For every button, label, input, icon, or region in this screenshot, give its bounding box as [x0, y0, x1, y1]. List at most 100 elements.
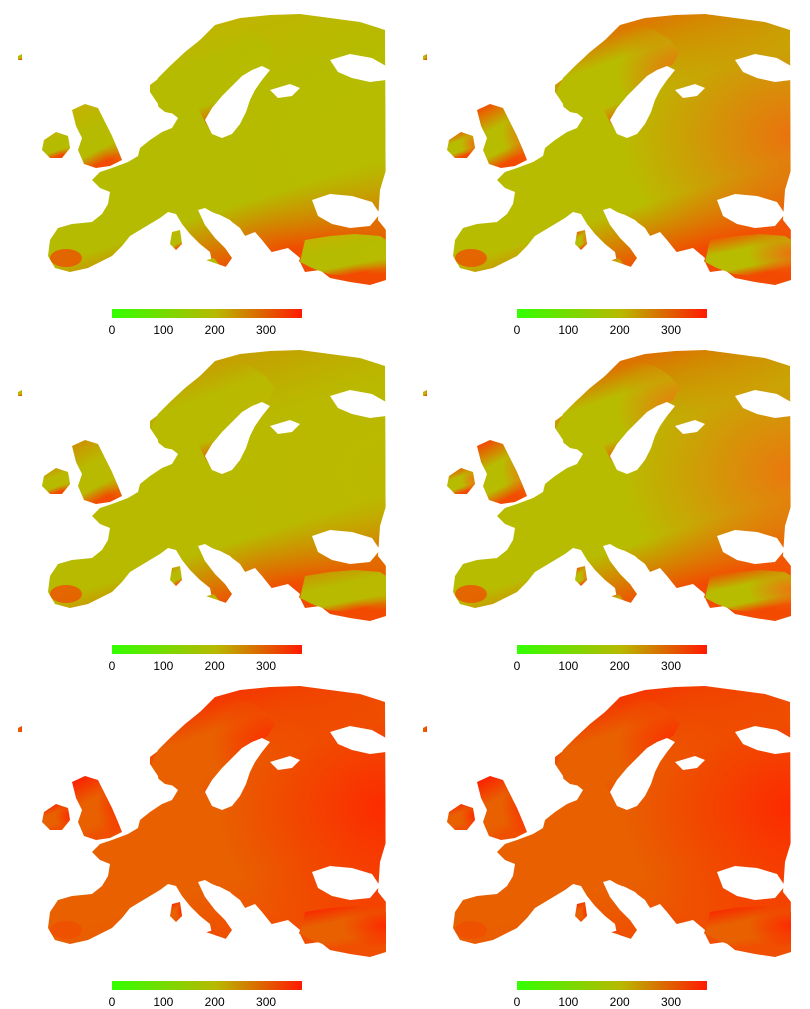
sea-baltic [610, 402, 675, 474]
iberia-hotspot [455, 249, 487, 267]
land-sardinia-east-shade [575, 566, 587, 586]
land-turkey-east-shade [705, 570, 791, 614]
land-iceland-east-shade [423, 54, 427, 60]
colorbar-tick-label: 200 [204, 659, 225, 673]
land-scandinavia-east-shade [150, 698, 275, 804]
sea-blacksea [717, 866, 785, 900]
land-main-east-shade [48, 686, 386, 957]
iberia-hotspot [50, 921, 82, 939]
land-scandinavia-east-shade [150, 362, 275, 468]
sea-baltic [205, 738, 270, 810]
colorbar-tick-label: 300 [661, 995, 682, 1009]
sea-caspian [783, 170, 791, 230]
europe-map [405, 350, 791, 636]
sea-blacksea [312, 194, 380, 228]
colorbar-tick-label: 100 [153, 659, 174, 673]
sea-aegean [272, 584, 300, 612]
land-uk-east-shade [477, 440, 527, 504]
sea-northsea [120, 428, 160, 476]
sea-aegean [677, 920, 705, 948]
land-turkey-east-shade [300, 570, 386, 614]
sea-adriatic [218, 214, 250, 246]
colorbar [517, 981, 707, 990]
land-uk-east-shade [477, 776, 527, 840]
land-main-east-shade [48, 14, 386, 285]
europe-map [0, 686, 386, 972]
colorbar-tick-label: 0 [513, 659, 521, 673]
land-ireland-east-shade [42, 132, 70, 158]
land-uk-east-shade [72, 776, 122, 840]
colorbar-tick-label: 100 [558, 995, 579, 1009]
land-turkey-east-shade [300, 906, 386, 950]
sea-baltic2 [675, 420, 705, 434]
colorbar-tick-label: 0 [108, 659, 116, 673]
colorbar-tick-label: 100 [558, 323, 579, 337]
land-scandinavia-east-shade [555, 698, 680, 804]
sea-mediterranean [405, 920, 791, 972]
sea-northsea [120, 92, 160, 140]
colorbar-tick-label: 300 [256, 323, 277, 337]
colorbar-tick-label: 0 [108, 995, 116, 1009]
land-sardinia-east-shade [170, 230, 182, 250]
colorbar-tick-label: 300 [256, 995, 277, 1009]
land-sardinia-east-shade [575, 902, 587, 922]
land-sardinia-east-shade [575, 230, 587, 250]
land-scandinavia-east-shade [150, 26, 275, 132]
sea-northsea [525, 92, 565, 140]
sea-baltic [610, 66, 675, 138]
map-panel-row3-right: 0 100 200 300 [405, 672, 810, 1009]
sea-caspian [378, 506, 386, 566]
colorbar [112, 981, 302, 990]
sea-adriatic [623, 214, 655, 246]
colorbar [112, 309, 302, 318]
land-scandinavia-east-shade [555, 26, 680, 132]
land-iceland-east-shade [18, 54, 22, 60]
sea-caspian [378, 170, 386, 230]
sea-caspian [783, 842, 791, 902]
map-panel-row2-right: 0 100 200 300 [405, 336, 810, 673]
sea-mediterranean [0, 584, 386, 636]
sea-baltic2 [270, 84, 300, 98]
land-turkey-east-shade [705, 906, 791, 950]
land-main-east-shade [453, 350, 791, 621]
sea-whitesea [330, 390, 386, 418]
colorbar [112, 645, 302, 654]
europe-map [0, 350, 386, 636]
land-uk-east-shade [72, 104, 122, 168]
land-iceland-east-shade [423, 390, 427, 396]
sea-aegean [272, 920, 300, 948]
land-ireland-east-shade [42, 804, 70, 830]
sea-whitesea [735, 54, 791, 82]
iberia-hotspot [455, 921, 487, 939]
colorbar-tick-label: 100 [153, 995, 174, 1009]
colorbar-tick-label: 200 [609, 995, 630, 1009]
europe-map [405, 686, 791, 972]
sea-aegean [677, 584, 705, 612]
land-iceland-east-shade [423, 726, 427, 732]
iberia-hotspot [455, 585, 487, 603]
map-panel-row1-right: 0 100 200 300 [405, 0, 810, 337]
colorbar-tick-label: 300 [661, 323, 682, 337]
land-ireland-east-shade [42, 468, 70, 494]
map-panel-row3-left: 0 100 200 300 [0, 672, 405, 1009]
sea-blacksea [312, 866, 380, 900]
land-ireland-east-shade [447, 468, 475, 494]
land-uk-east-shade [72, 440, 122, 504]
europe-map [405, 14, 791, 300]
land-ireland-east-shade [447, 132, 475, 158]
colorbar-tick-label: 0 [513, 995, 521, 1009]
sea-baltic [610, 738, 675, 810]
sea-baltic2 [675, 756, 705, 770]
iberia-hotspot [50, 585, 82, 603]
colorbar-tick-label: 200 [609, 323, 630, 337]
sea-mediterranean [0, 920, 386, 972]
map-panel-row1-left: 0 100 200 300 [0, 0, 405, 337]
sea-mediterranean [405, 248, 791, 300]
land-turkey-east-shade [300, 234, 386, 278]
land-turkey-east-shade [705, 234, 791, 278]
sea-northsea [525, 428, 565, 476]
sea-caspian [783, 506, 791, 566]
land-sardinia-east-shade [170, 566, 182, 586]
colorbar-tick-label: 100 [153, 323, 174, 337]
colorbar-tick-label: 200 [609, 659, 630, 673]
